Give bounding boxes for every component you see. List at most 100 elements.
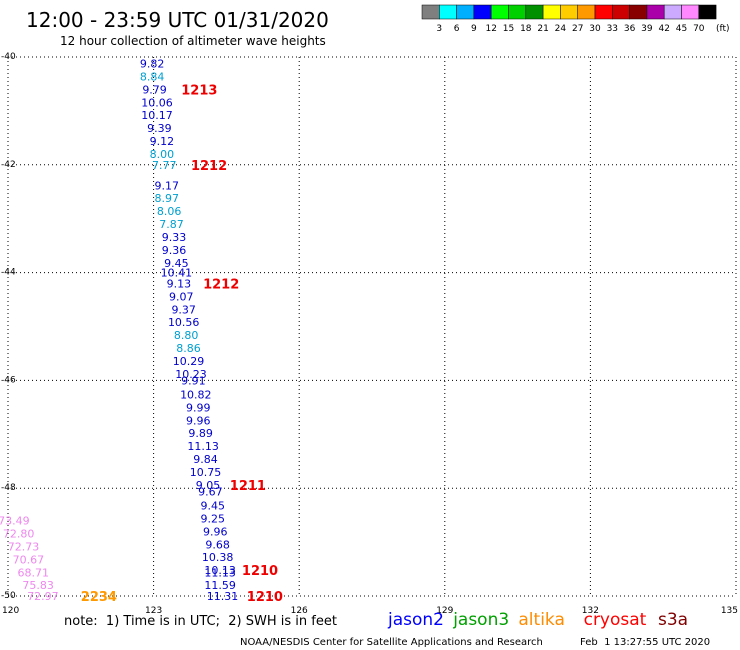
color-scale-label: 42: [658, 24, 669, 34]
wave-height-point: 10.06: [141, 96, 173, 109]
color-scale-swatch: [421, 4, 440, 20]
wave-height-point: 9.17: [154, 179, 179, 192]
footer-timestamp: Feb 1 13:27:55 UTC 2020: [580, 637, 710, 648]
wave-height-point: 9.45: [201, 499, 226, 512]
wave-height-point: 8.80: [174, 329, 199, 342]
wave-height-point: 10.82: [180, 388, 212, 401]
wave-height-point: 68.71: [17, 566, 49, 579]
color-scale-label: 24: [555, 24, 567, 34]
color-scale-label: 33: [607, 24, 618, 34]
chart-subtitle: 12 hour collection of altimeter wave hei…: [60, 34, 326, 48]
wave-height-point: 75.83: [22, 579, 54, 592]
wave-height-point: 73.49: [0, 515, 30, 528]
axis-ticks: 120 123 126 129 132 135 -40 -42 -44 -46 -48 -50: [1, 52, 738, 616]
color-scale-label: 9: [471, 24, 477, 34]
time-label: 1212: [191, 159, 227, 174]
chart-title: 12:00 - 23:59 UTC 01/31/2020: [26, 8, 329, 32]
wave-height-point: 8.86: [176, 342, 201, 355]
wave-height-point: 7.77: [152, 159, 177, 172]
wave-height-point: 70.67: [13, 553, 45, 566]
wave-height-point: 10.75: [190, 466, 222, 479]
wave-height-point: 72.80: [3, 527, 35, 540]
x-tick-label: 129: [436, 606, 453, 616]
color-scale-label: 15: [503, 24, 514, 34]
x-tick-label: 126: [291, 606, 308, 616]
satellite-legend-jason2: jason2: [387, 610, 444, 630]
wave-height-point: 10.17: [141, 109, 173, 122]
color-scale-swatch: [525, 4, 544, 20]
wave-height-point: 11.13: [187, 440, 219, 453]
footer-note: note: 1) Time is in UTC; 2) SWH is in fe…: [64, 614, 337, 629]
wave-height-point: 9.82: [140, 57, 165, 70]
wave-height-point: 9.39: [147, 122, 172, 135]
color-scale-swatch: [542, 4, 561, 20]
x-tick-label: 120: [2, 606, 19, 616]
wave-height-point: 9.96: [186, 414, 211, 427]
color-scale-label: 21: [537, 24, 548, 34]
wave-height-point: 11.59: [204, 579, 236, 592]
color-scale-label: 70: [693, 24, 705, 34]
wave-height-point: 9.33: [162, 231, 187, 244]
y-tick-label: -48: [1, 483, 16, 493]
wave-height-point: 8.06: [157, 205, 182, 218]
time-label: 2234: [81, 590, 117, 605]
wave-height-point: 9.67: [198, 485, 223, 498]
y-tick-label: -44: [1, 268, 16, 278]
wave-height-point: 8.84: [140, 70, 165, 83]
wave-height-point: 8.97: [154, 192, 179, 205]
color-scale-label: 36: [624, 24, 636, 34]
color-scale-label: 45: [676, 24, 687, 34]
wave-height-point: 9.91: [181, 374, 206, 387]
time-label: 1210: [242, 564, 278, 579]
color-scale-label: 3: [436, 24, 442, 34]
color-scale-swatch: [629, 4, 648, 20]
x-tick-label: 123: [145, 606, 162, 616]
wave-height-point: 9.13: [167, 277, 192, 290]
color-scale-label: 39: [641, 24, 653, 34]
wave-height-point: 8.00: [150, 148, 175, 161]
wave-height-point: 10.13: [204, 564, 236, 577]
wave-height-point: 9.25: [201, 512, 226, 525]
color-scale-swatch: [612, 4, 630, 20]
wave-height-point: 10.29: [173, 355, 205, 368]
color-scale-legend: 3 6 9 12 15 18 21 24 27 30 33 36 39 42 45 70: [421, 4, 717, 34]
x-tick-label: 132: [582, 606, 599, 616]
time-labels: 1213 1212 1212 1211 1210 1210 2234: [81, 83, 283, 605]
color-scale-swatch: [560, 4, 578, 20]
y-tick-label: -42: [1, 160, 16, 170]
y-tick-label: -46: [1, 375, 16, 385]
wave-height-point: 7.87: [159, 218, 184, 231]
color-scale-swatch: [698, 4, 717, 20]
wave-height-point: 9.99: [186, 401, 211, 414]
wave-height-point: 9.36: [162, 244, 187, 257]
y-tick-label: -40: [1, 52, 16, 62]
wave-height-point: 9.45: [164, 257, 189, 270]
footer-credit: NOAA/NESDIS Center for Satellite Applica…: [240, 637, 543, 648]
time-label: 1211: [230, 479, 266, 494]
y-tick-label: -50: [1, 591, 16, 601]
wave-height-point: 10.23: [175, 368, 207, 381]
time-label: 1210: [247, 590, 283, 605]
wave-height-point: 9.96: [203, 525, 228, 538]
color-scale-swatch: [663, 4, 682, 20]
color-scale-unit: (ft): [716, 24, 730, 34]
time-label: 1212: [203, 277, 239, 292]
color-scale-label: 18: [520, 24, 532, 34]
satellite-legend-cryosat: cryosat: [584, 610, 647, 630]
wave-height-point: 72.97: [27, 590, 59, 603]
color-scale-swatch: [577, 4, 596, 20]
color-scale-swatch: [439, 4, 457, 20]
color-scale-swatch: [473, 4, 492, 20]
wave-height-point: 72.73: [8, 540, 40, 553]
color-scale-label: 6: [454, 24, 460, 34]
wave-height-point: 9.12: [150, 135, 175, 148]
wave-height-point: 9.89: [188, 427, 213, 440]
wave-height-point: 9.07: [169, 290, 194, 303]
wave-height-point: 11.13: [204, 566, 236, 579]
color-scale-label: 27: [572, 24, 583, 34]
wave-height-point: 9.68: [205, 538, 230, 551]
color-scale-swatch: [594, 4, 613, 20]
color-scale-swatch: [490, 4, 509, 20]
